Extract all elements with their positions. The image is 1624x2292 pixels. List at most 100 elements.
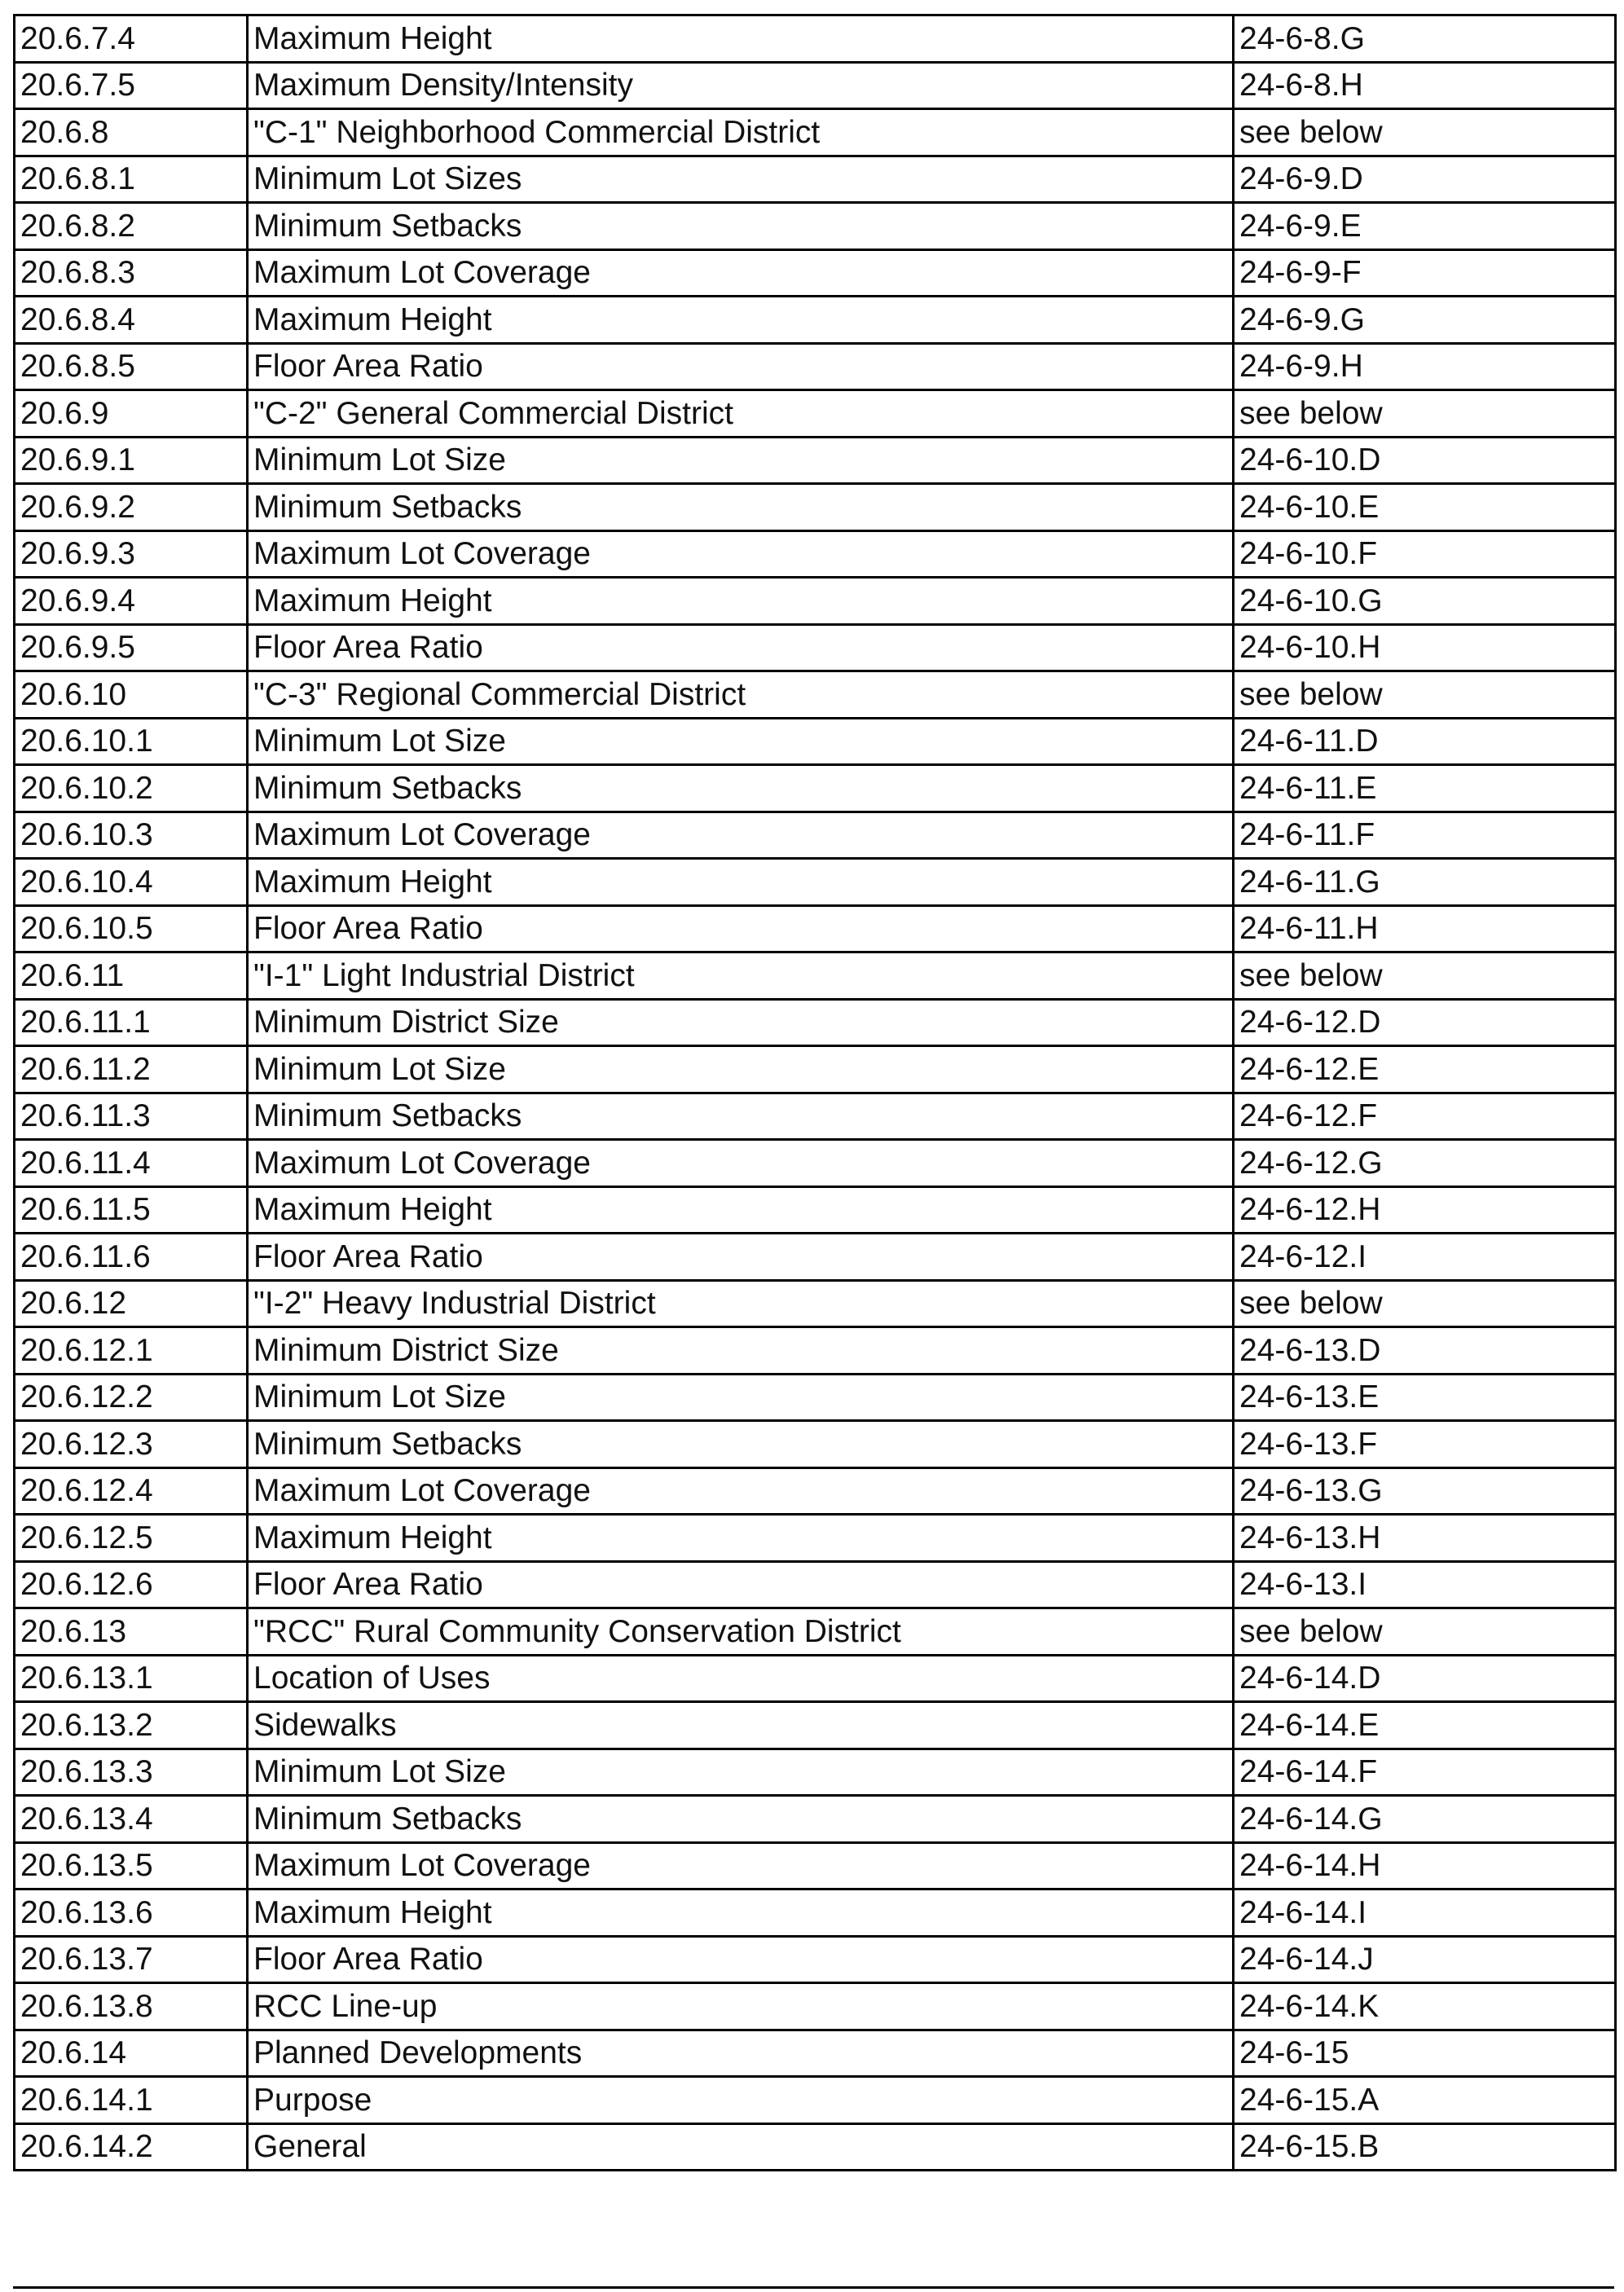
table-row: 20.6.10.2 Minimum Setbacks 24-6-11.E bbox=[13, 763, 1617, 813]
section-title-cell: RCC Line-up bbox=[246, 1982, 1235, 2031]
section-number-cell: 20.6.9.1 bbox=[13, 435, 249, 485]
section-number-cell: 20.6.12.1 bbox=[13, 1326, 249, 1375]
reference-cell: 24-6-12.H bbox=[1232, 1185, 1617, 1234]
section-title-cell: Purpose bbox=[246, 2075, 1235, 2125]
section-title-cell: Maximum Lot Coverage bbox=[246, 1841, 1235, 1890]
reference-cell: see below bbox=[1232, 951, 1617, 1001]
section-title-cell: Minimum Setbacks bbox=[246, 482, 1235, 532]
table-row: 20.6.11 "I-1" Light Industrial District se… bbox=[13, 951, 1617, 1001]
reference-cell: see below bbox=[1232, 389, 1617, 438]
reference-cell: 24-6-15.A bbox=[1232, 2075, 1617, 2125]
table-row: 20.6.10.1 Minimum Lot Size 24-6-11.D bbox=[13, 716, 1617, 766]
reference-cell: 24-6-15 bbox=[1232, 2028, 1617, 2078]
section-number-cell: 20.6.13 bbox=[13, 1607, 249, 1656]
section-title-cell: Maximum Lot Coverage bbox=[246, 529, 1235, 578]
section-number-cell: 20.6.14 bbox=[13, 2028, 249, 2078]
table-row: 20.6.11.1 Minimum District Size 24-6-12.D bbox=[13, 997, 1617, 1047]
section-number-cell: 20.6.10.2 bbox=[13, 763, 249, 813]
reference-cell: 24-6-13.D bbox=[1232, 1326, 1617, 1375]
table-row: 20.6.13 "RCC" Rural Community Conservatio… bbox=[13, 1607, 1617, 1656]
section-title-cell: Minimum District Size bbox=[246, 1326, 1235, 1375]
section-title-cell: Floor Area Ratio bbox=[246, 1232, 1235, 1282]
reference-cell: 24-6-14.D bbox=[1232, 1653, 1617, 1703]
reference-cell: 24-6-13.G bbox=[1232, 1466, 1617, 1516]
reference-cell: 24-6-9.G bbox=[1232, 295, 1617, 345]
section-title-cell: Maximum Density/Intensity bbox=[246, 60, 1235, 110]
table-row: 20.6.9.5 Floor Area Ratio 24-6-10.H bbox=[13, 622, 1617, 672]
table-row: 20.6.13.1 Location of Uses 24-6-14.D bbox=[13, 1653, 1617, 1703]
reference-cell: 24-6-9.D bbox=[1232, 154, 1617, 204]
section-number-cell: 20.6.8.4 bbox=[13, 295, 249, 345]
table-row: 20.6.8.1 Minimum Lot Sizes 24-6-9.D bbox=[13, 154, 1617, 204]
section-title-cell: Floor Area Ratio bbox=[246, 1934, 1235, 1984]
section-title-cell: Minimum Lot Size bbox=[246, 435, 1235, 485]
table-row: 20.6.10 "C-3" Regional Commercial Distric… bbox=[13, 670, 1617, 719]
section-number-cell: 20.6.12.4 bbox=[13, 1466, 249, 1516]
reference-cell: 24-6-14.H bbox=[1232, 1841, 1617, 1890]
section-title-cell: Maximum Height bbox=[246, 1185, 1235, 1234]
section-title-cell: Minimum District Size bbox=[246, 997, 1235, 1047]
table-row: 20.6.11.6 Floor Area Ratio 24-6-12.I bbox=[13, 1232, 1617, 1282]
section-number-cell: 20.6.9.3 bbox=[13, 529, 249, 578]
table-row: 20.6.12 "I-2" Heavy Industrial District se… bbox=[13, 1278, 1617, 1328]
section-number-cell: 20.6.13.3 bbox=[13, 1747, 249, 1797]
reference-cell: 24-6-14.J bbox=[1232, 1934, 1617, 1984]
section-title-cell: Sidewalks bbox=[246, 1700, 1235, 1750]
reference-cell: 24-6-11.F bbox=[1232, 810, 1617, 860]
section-number-cell: 20.6.11.4 bbox=[13, 1138, 249, 1188]
section-title-cell: Minimum Setbacks bbox=[246, 1794, 1235, 1844]
reference-cell: 24-6-8.G bbox=[1232, 14, 1617, 64]
section-title-cell: Minimum Lot Size bbox=[246, 1747, 1235, 1797]
section-title-cell: Minimum Setbacks bbox=[246, 1091, 1235, 1141]
section-title-cell: Minimum Lot Size bbox=[246, 1045, 1235, 1094]
reference-cell: 24-6-9-F bbox=[1232, 248, 1617, 297]
section-number-cell: 20.6.12.6 bbox=[13, 1560, 249, 1609]
table-row: 20.6.13.2 Sidewalks 24-6-14.E bbox=[13, 1700, 1617, 1750]
table-row: 20.6.10.3 Maximum Lot Coverage 24-6-11.F bbox=[13, 810, 1617, 860]
section-title-cell: "C-3" Regional Commercial District bbox=[246, 670, 1235, 719]
section-title-cell: Minimum Lot Sizes bbox=[246, 154, 1235, 204]
section-title-cell: General bbox=[246, 2122, 1235, 2171]
table-row: 20.6.13.6 Maximum Height 24-6-14.I bbox=[13, 1888, 1617, 1938]
section-number-cell: 20.6.11.6 bbox=[13, 1232, 249, 1282]
section-number-cell: 20.6.12.3 bbox=[13, 1419, 249, 1469]
table-row: 20.6.10.4 Maximum Height 24-6-11.G bbox=[13, 857, 1617, 907]
table-row: 20.6.13.3 Minimum Lot Size 24-6-14.F bbox=[13, 1747, 1617, 1797]
reference-cell: 24-6-12.F bbox=[1232, 1091, 1617, 1141]
table-row: 20.6.9 "C-2" General Commercial District s… bbox=[13, 389, 1617, 438]
section-number-cell: 20.6.11.5 bbox=[13, 1185, 249, 1234]
reference-cell: 24-6-13.I bbox=[1232, 1560, 1617, 1609]
section-title-cell: Maximum Height bbox=[246, 1513, 1235, 1563]
section-number-cell: 20.6.12.2 bbox=[13, 1372, 249, 1422]
section-title-cell: Minimum Setbacks bbox=[246, 763, 1235, 813]
section-number-cell: 20.6.11.1 bbox=[13, 997, 249, 1047]
reference-cell: 24-6-11.H bbox=[1232, 904, 1617, 953]
section-title-cell: "RCC" Rural Community Conservation Distr… bbox=[246, 1607, 1235, 1656]
section-title-cell: "C-1" Neighborhood Commercial District bbox=[246, 108, 1235, 157]
reference-cell: 24-6-12.G bbox=[1232, 1138, 1617, 1188]
reference-cell: 24-6-14.G bbox=[1232, 1794, 1617, 1844]
table-row: 20.6.12.3 Minimum Setbacks 24-6-13.F bbox=[13, 1419, 1617, 1469]
table-row: 20.6.14 Planned Developments 24-6-15 bbox=[13, 2028, 1617, 2078]
section-title-cell: Maximum Lot Coverage bbox=[246, 1138, 1235, 1188]
reference-cell: 24-6-10.F bbox=[1232, 529, 1617, 578]
reference-cell: 24-6-10.E bbox=[1232, 482, 1617, 532]
section-title-cell: Minimum Setbacks bbox=[246, 1419, 1235, 1469]
section-number-cell: 20.6.8.2 bbox=[13, 201, 249, 251]
section-number-cell: 20.6.12 bbox=[13, 1278, 249, 1328]
table-row: 20.6.13.5 Maximum Lot Coverage 24-6-14.H bbox=[13, 1841, 1617, 1890]
reference-cell: 24-6-11.D bbox=[1232, 716, 1617, 766]
section-title-cell: Floor Area Ratio bbox=[246, 904, 1235, 953]
section-number-cell: 20.6.8.1 bbox=[13, 154, 249, 204]
table-row: 20.6.9.4 Maximum Height 24-6-10.G bbox=[13, 576, 1617, 626]
table-row: 20.6.11.3 Minimum Setbacks 24-6-12.F bbox=[13, 1091, 1617, 1141]
reference-cell: 24-6-12.D bbox=[1232, 997, 1617, 1047]
section-title-cell: Maximum Height bbox=[246, 295, 1235, 345]
reference-cell: 24-6-12.E bbox=[1232, 1045, 1617, 1094]
section-title-cell: Floor Area Ratio bbox=[246, 1560, 1235, 1609]
section-title-cell: "I-2" Heavy Industrial District bbox=[246, 1278, 1235, 1328]
reference-cell: 24-6-10.D bbox=[1232, 435, 1617, 485]
table-row: 20.6.12.2 Minimum Lot Size 24-6-13.E bbox=[13, 1372, 1617, 1422]
section-title-cell: Maximum Lot Coverage bbox=[246, 248, 1235, 297]
table-row: 20.6.9.2 Minimum Setbacks 24-6-10.E bbox=[13, 482, 1617, 532]
